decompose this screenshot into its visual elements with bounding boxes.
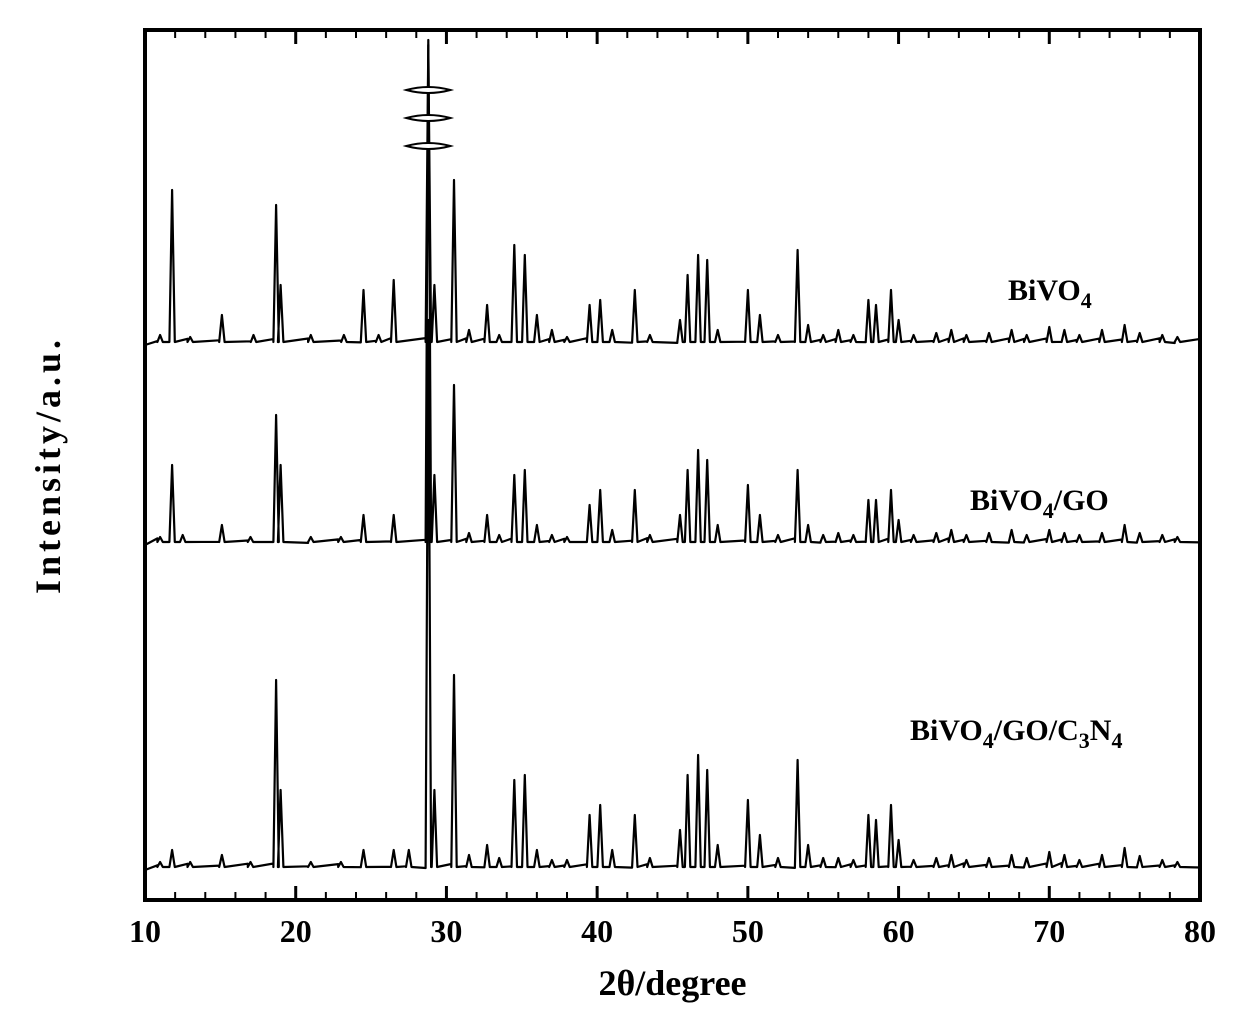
series-label-2: BiVO4/GO/C3N4	[910, 714, 1122, 753]
x-tick-label: 10	[129, 913, 161, 949]
axis-break-mark-2	[406, 143, 450, 149]
x-tick-label: 70	[1033, 913, 1065, 949]
series-label-1: BiVO4/GO	[970, 484, 1109, 523]
x-tick-label: 20	[280, 913, 312, 949]
chart-svg: 10 20 30 40 50 60 70 80 2θ/degree Intensity/a.u. B…	[0, 0, 1240, 1020]
plot-frame	[145, 30, 1200, 900]
x-tick-label: 60	[883, 913, 915, 949]
xrd-series-2	[145, 320, 1200, 870]
x-tick-label: 50	[732, 913, 764, 949]
y-axis-label: Intensity/a.u.	[28, 336, 68, 594]
series-label-0: BiVO4	[1008, 274, 1092, 313]
x-tick-label: 40	[581, 913, 613, 949]
axis-break-mark-0	[406, 87, 450, 93]
x-tick-label: 80	[1184, 913, 1216, 949]
xrd-chart: 10 20 30 40 50 60 70 80 2θ/degree Intensity/a.u. B…	[0, 0, 1240, 1020]
x-tick-label: 30	[430, 913, 462, 949]
x-axis-label: 2θ/degree	[598, 963, 746, 1003]
axis-break-mark-1	[406, 115, 450, 121]
